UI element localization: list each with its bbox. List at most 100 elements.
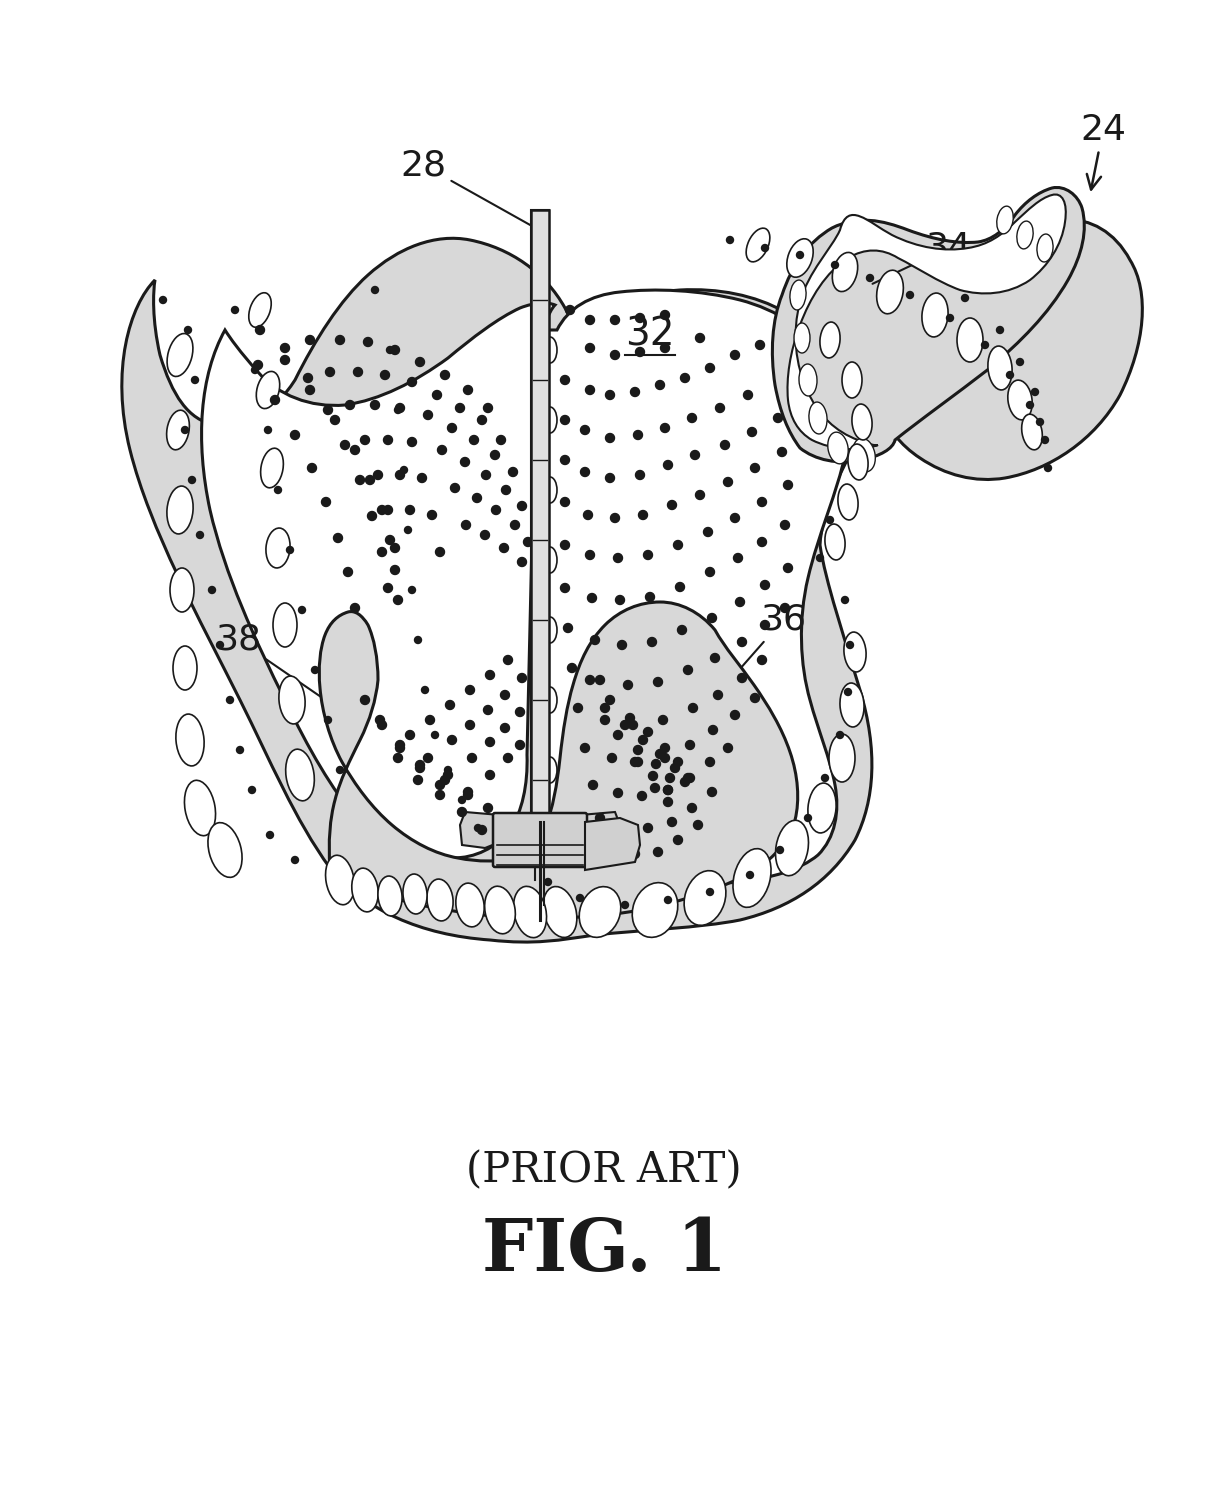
Circle shape [445,766,452,774]
Circle shape [654,678,662,687]
Circle shape [192,376,198,384]
Ellipse shape [426,879,453,921]
Circle shape [738,674,747,682]
Circle shape [614,789,622,798]
Circle shape [663,460,673,470]
Circle shape [271,396,279,405]
Circle shape [482,471,490,480]
Circle shape [254,360,262,369]
Ellipse shape [684,870,726,925]
Circle shape [181,426,188,433]
Circle shape [390,543,400,552]
Circle shape [395,744,405,753]
Circle shape [360,696,370,705]
Circle shape [844,688,852,696]
PathPatch shape [319,602,797,918]
Circle shape [458,807,466,816]
Ellipse shape [997,206,1014,234]
Circle shape [377,506,387,515]
Circle shape [644,728,652,736]
Circle shape [406,730,414,740]
Ellipse shape [838,484,858,520]
Ellipse shape [790,280,806,310]
Circle shape [308,464,316,472]
Circle shape [693,821,703,830]
Circle shape [256,326,265,334]
Circle shape [390,566,400,574]
Circle shape [395,741,405,750]
Circle shape [545,879,552,885]
Ellipse shape [544,687,557,712]
Circle shape [757,537,767,546]
Circle shape [831,261,838,268]
Circle shape [500,723,510,732]
Polygon shape [460,812,500,847]
Circle shape [390,345,400,354]
Ellipse shape [957,318,983,362]
Circle shape [517,558,527,567]
Circle shape [563,624,573,633]
Circle shape [748,427,756,436]
Circle shape [1036,419,1044,426]
Ellipse shape [167,410,190,450]
Circle shape [703,528,713,537]
Circle shape [680,777,690,786]
Circle shape [997,327,1004,333]
Circle shape [747,871,754,879]
Circle shape [516,708,524,717]
Circle shape [364,338,372,346]
Circle shape [394,753,402,762]
Circle shape [738,638,747,646]
Circle shape [372,286,378,294]
Circle shape [401,466,407,474]
Circle shape [631,849,639,858]
Circle shape [188,477,196,483]
Circle shape [500,690,510,699]
Circle shape [1045,465,1051,471]
Circle shape [441,370,449,380]
Circle shape [733,554,743,562]
Circle shape [605,696,615,705]
Circle shape [249,786,256,794]
Circle shape [286,546,294,554]
Circle shape [371,400,379,410]
Ellipse shape [185,780,215,836]
Circle shape [232,306,238,314]
Ellipse shape [829,734,855,782]
Ellipse shape [825,524,846,560]
Circle shape [605,390,615,399]
Circle shape [312,666,319,674]
Circle shape [654,847,662,856]
Circle shape [227,696,233,703]
Circle shape [354,368,362,376]
Circle shape [696,490,704,500]
Circle shape [464,386,472,394]
Circle shape [343,567,353,576]
Circle shape [565,306,575,315]
Circle shape [623,681,633,690]
Ellipse shape [842,362,863,398]
Ellipse shape [809,402,827,433]
Circle shape [817,555,824,561]
Circle shape [436,780,445,789]
Circle shape [610,315,620,324]
Circle shape [617,640,627,650]
Ellipse shape [776,821,808,876]
Ellipse shape [352,868,378,912]
Circle shape [432,390,441,399]
Circle shape [842,597,848,603]
Circle shape [185,327,192,333]
Circle shape [605,843,615,852]
Circle shape [414,636,422,644]
Circle shape [387,346,394,354]
Ellipse shape [249,292,272,327]
Circle shape [376,716,384,724]
Circle shape [394,596,402,604]
Ellipse shape [513,886,546,938]
Ellipse shape [840,682,864,728]
Ellipse shape [176,714,204,766]
Circle shape [707,888,714,896]
Bar [532,210,548,830]
Circle shape [708,788,716,796]
Ellipse shape [1017,220,1033,249]
